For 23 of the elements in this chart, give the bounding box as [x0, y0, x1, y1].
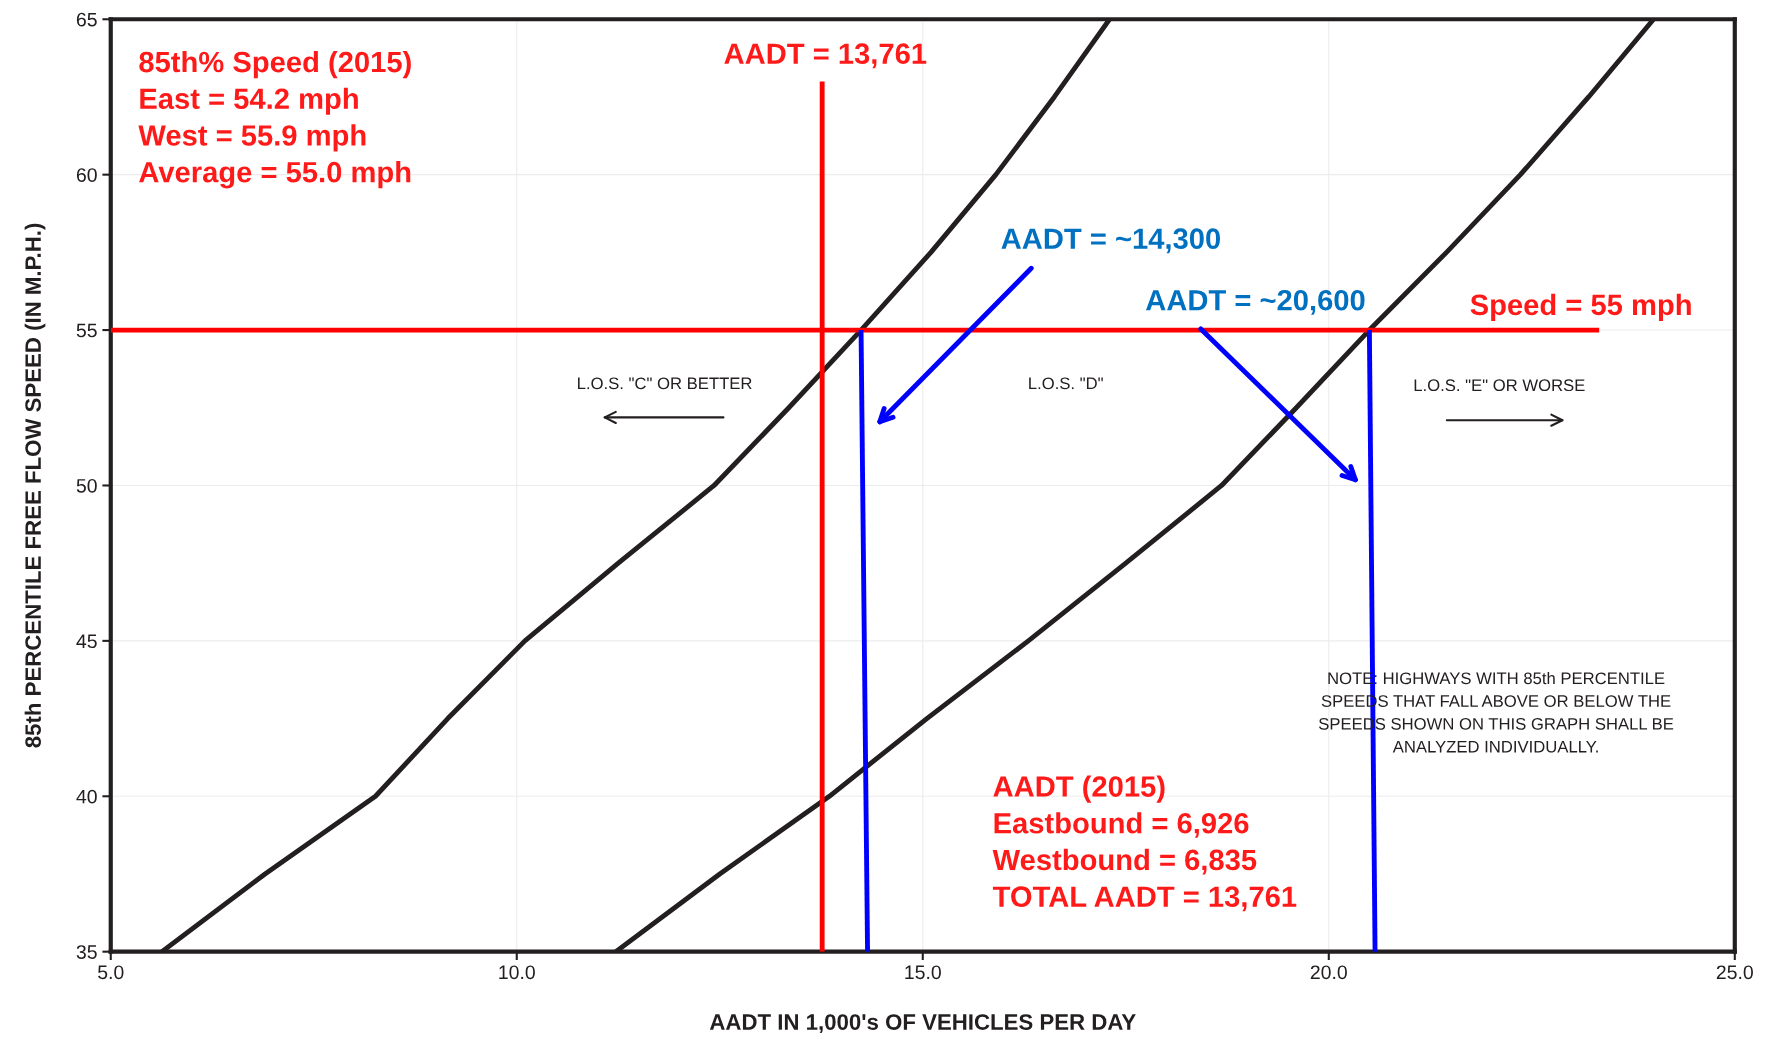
annotation: 85th% Speed (2015) East = 54.2 mph West = 55.9 mph Average = 55.0 mph [138, 50, 411, 189]
x-tick-label: 5.0 [98, 965, 124, 980]
annotation: L.O.S. "E" OR WORSE [1414, 379, 1585, 392]
annotation: L.O.S. "C" OR BETTER [578, 377, 752, 390]
y-tick-label: 35 [76, 945, 97, 959]
annotation: AADT = ~20,600 [1145, 289, 1365, 315]
y-tick-label: 65 [76, 12, 97, 27]
x-tick-label: 25.0 [1716, 965, 1753, 980]
y-tick-label: 50 [76, 478, 97, 493]
x-axis-title: AADT IN 1,000's OF VEHICLES PER DAY [709, 1014, 1136, 1034]
annotation: AADT (2015) Eastbound = 6,926 Westbound = 6,835 TOTAL AADT = 13,761 [992, 775, 1297, 912]
y-axis-title: 85th PERCENTILE FREE FLOW SPEED (IN M.P.H.) [24, 223, 46, 748]
annotation: Speed = 55 mph [1470, 293, 1691, 321]
y-tick-label: 60 [76, 168, 97, 182]
y-tick-label: 55 [76, 323, 97, 338]
x-tick-label: 10.0 [499, 965, 535, 980]
y-tick-label: 40 [76, 789, 97, 804]
x-tick-label: 20.0 [1310, 965, 1347, 980]
annotation: AADT = ~14,300 [1001, 228, 1221, 254]
y-tick-label: 45 [76, 634, 97, 649]
x-tick-label: 15.0 [905, 965, 941, 980]
annotation: AADT = 13,761 [724, 43, 927, 69]
annotation: L.O.S. "D" [1029, 377, 1103, 390]
